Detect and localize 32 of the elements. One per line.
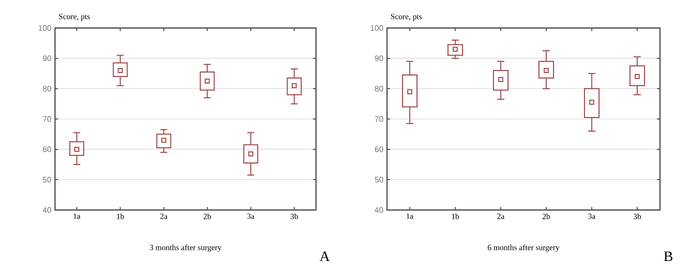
y-tick-label: 90: [374, 55, 384, 62]
y-tick-label: 50: [374, 176, 384, 182]
x-tick-label: 3b: [634, 214, 641, 220]
x-tick-label: 1a: [406, 214, 414, 219]
y-tick-label: 100: [370, 25, 384, 31]
y-tick-label: 80: [374, 86, 384, 92]
text: B: [664, 252, 672, 262]
x-tick-label: 3b: [290, 214, 298, 220]
y-tick-label: 60: [42, 146, 52, 152]
x-tick-label: 1b: [452, 214, 459, 220]
y-tick-label: 80: [42, 86, 52, 92]
x-tick-label: 2a: [160, 214, 168, 219]
x-tick-label: 1a: [74, 214, 80, 219]
y-tick-label: 70: [374, 116, 384, 122]
y-tick-label: 90: [42, 55, 52, 62]
y-tick-label: 60: [374, 146, 384, 152]
x-tick-label: 1b: [116, 214, 124, 220]
x-tick-label: 2b: [542, 214, 550, 220]
y-tick-label: 100: [38, 25, 52, 31]
x-tick-label: 3a: [588, 214, 596, 219]
y-tick-label: 40: [42, 207, 52, 213]
y-axis-title: Score, pts: [59, 14, 90, 21]
x-axis-title: 3 months after surgery: [150, 244, 222, 252]
y-tick-label: 50: [42, 176, 52, 182]
x-tick-label: 2b: [204, 214, 211, 220]
y-tick-label: 40: [374, 207, 384, 213]
x-tick-label: 3a: [247, 214, 254, 219]
y-tick-label: 70: [42, 116, 52, 122]
x-tick-label: 2a: [497, 214, 504, 219]
text: A: [320, 252, 330, 262]
x-axis-title: 6 months after surgery: [488, 244, 560, 252]
y-axis-title: Score, pts: [391, 14, 422, 21]
